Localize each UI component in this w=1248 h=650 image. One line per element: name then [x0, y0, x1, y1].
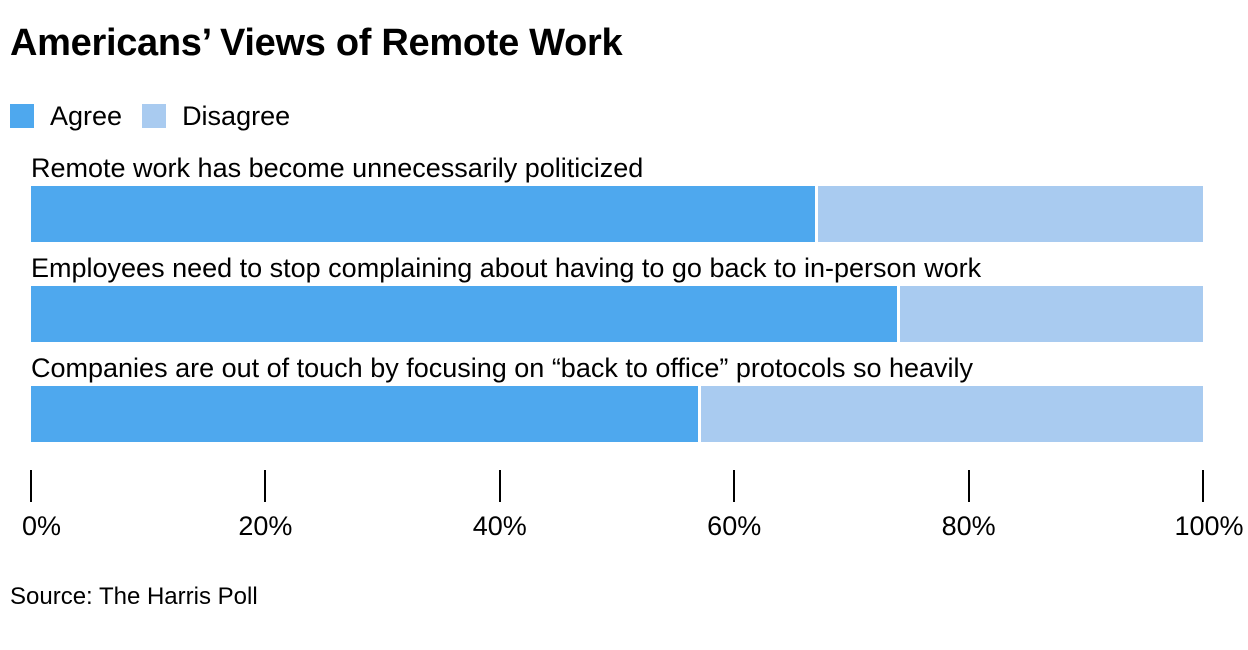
bar-row-stop-complaining [31, 286, 1203, 342]
chart-title: Americans’ Views of Remote Work [10, 22, 623, 64]
x-tick-label: 100% [1174, 511, 1244, 541]
x-tick-label: 0% [22, 511, 62, 541]
bar-disagree-politicized [817, 186, 1203, 242]
x-tick-mark [264, 470, 267, 502]
x-tick-mark [498, 470, 501, 502]
legend-label-agree: Agree [50, 100, 123, 131]
legend-item-disagree: Disagree [142, 101, 290, 132]
category-label-stop-complaining: Employees need to stop complaining about… [31, 253, 982, 283]
bar-agree-out-of-touch [31, 386, 698, 442]
x-tick-label: 60% [707, 511, 762, 541]
x-tick-mark [30, 470, 32, 502]
bar-disagree-stop-complaining [899, 286, 1203, 342]
legend-label-disagree: Disagree [182, 100, 291, 131]
bar-agree-politicized [31, 186, 815, 242]
x-tick-label: 20% [238, 511, 293, 541]
bar-row-out-of-touch [31, 386, 1203, 442]
source-note: Source: The Harris Poll [10, 583, 258, 610]
legend-swatch-agree [10, 104, 34, 128]
legend-item-agree: Agree [10, 101, 122, 132]
x-tick-mark [1202, 470, 1204, 502]
category-label-out-of-touch: Companies are out of touch by focusing o… [31, 353, 974, 383]
bar-agree-stop-complaining [31, 286, 897, 342]
x-tick-mark [733, 470, 736, 502]
x-tick-mark [967, 470, 970, 502]
legend: Agree Disagree [10, 100, 310, 132]
bar-disagree-out-of-touch [700, 386, 1203, 442]
x-tick-label: 40% [472, 511, 527, 541]
x-tick-label: 80% [941, 511, 996, 541]
bar-row-politicized [31, 186, 1203, 242]
category-label-politicized: Remote work has become unnecessarily pol… [31, 153, 644, 183]
legend-swatch-disagree [142, 104, 167, 128]
